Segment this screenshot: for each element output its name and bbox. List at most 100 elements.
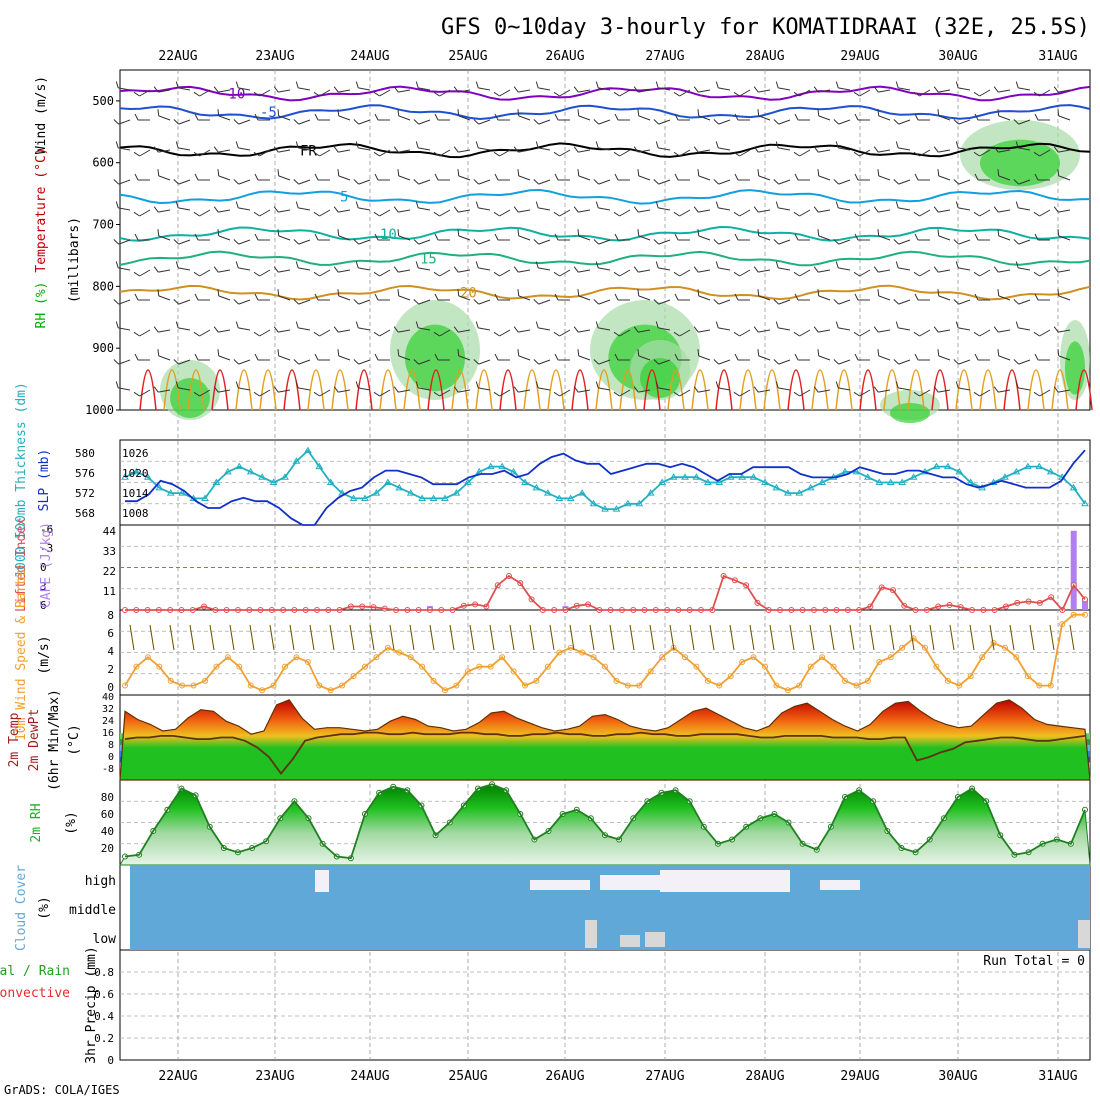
barb-shaft (398, 269, 411, 273)
barb-flag (157, 349, 160, 356)
wind-barb (715, 261, 731, 271)
barb-flag (194, 293, 199, 301)
barb-shaft (298, 207, 311, 211)
barb-shaft (598, 207, 611, 211)
wind-barb (595, 261, 611, 271)
barb-flag (734, 113, 739, 121)
barb-shaft (358, 207, 371, 211)
wind-barb (955, 261, 971, 271)
barb-flag (913, 391, 920, 397)
rh-tick: 60 (101, 808, 114, 821)
wind-barb (753, 146, 771, 153)
wind10-barb (369, 624, 375, 651)
wind-barb (217, 229, 231, 241)
barb-shaft (1058, 115, 1071, 121)
barb-shaft (499, 329, 511, 337)
barb-flag (133, 211, 140, 217)
barb-flag (413, 299, 420, 305)
barb-shaft (979, 149, 991, 157)
barb-flag (235, 381, 239, 389)
barb-flag (153, 326, 159, 333)
wind-barb (817, 289, 831, 301)
barb-flag (233, 359, 240, 365)
barb-shaft (598, 387, 611, 391)
wind-barb (895, 381, 911, 391)
wind10-barb (149, 624, 155, 651)
barb-shaft (698, 389, 711, 393)
barb-shaft (338, 329, 351, 333)
barb-shaft (338, 115, 351, 121)
barb-shaft (919, 329, 931, 337)
wind10-tick: 0 (107, 681, 114, 694)
barb-shaft (218, 175, 231, 181)
wind-barb (475, 261, 491, 271)
barb-flag (493, 91, 500, 97)
barb-shaft (218, 115, 231, 121)
temperature-contour (1075, 369, 1093, 411)
wind-barb (734, 173, 750, 181)
wind-barb (475, 141, 491, 151)
rh2m-panel (119, 781, 1091, 866)
barb-shaft (118, 87, 131, 91)
barb-shaft (218, 89, 231, 93)
thickness-tick: 568 (75, 507, 95, 520)
temperature-contour (163, 369, 181, 411)
barb-shaft (1058, 209, 1071, 213)
barb-shaft (478, 267, 491, 271)
barb-flag (854, 233, 859, 241)
barb-shaft (979, 269, 991, 277)
barb-shaft (398, 295, 411, 301)
wind-barb (873, 326, 891, 333)
barb-shaft (718, 239, 731, 245)
date-label-bottom: 26AUG (545, 1069, 584, 1084)
wind-barb (697, 349, 711, 361)
barb-flag (813, 206, 819, 213)
barb-flag (895, 201, 899, 209)
barb-flag (973, 91, 980, 97)
thickness-point (1081, 499, 1089, 507)
wind-barb (853, 89, 871, 97)
cloud-high-block (660, 870, 790, 892)
barb-shaft (619, 149, 631, 157)
wind-barb (517, 289, 531, 301)
barb-flag (433, 271, 440, 277)
barb-flag (697, 169, 700, 176)
barb-flag (715, 381, 719, 389)
barb-flag (914, 293, 919, 301)
barb-shaft (338, 389, 351, 393)
wind-barb (254, 173, 270, 181)
wind-barb (1015, 141, 1031, 151)
wind-barb (1053, 206, 1071, 213)
wind-barb (134, 233, 150, 241)
wind-barb (494, 173, 510, 181)
wind-barb (817, 229, 831, 241)
barb-shaft (938, 295, 951, 301)
wind-barb (757, 169, 771, 181)
barb-shaft (298, 239, 311, 245)
wind10-barb (589, 624, 595, 651)
barb-shaft (878, 115, 891, 121)
barb-flag (157, 109, 160, 116)
wind-barb (653, 239, 671, 245)
wind-barb (415, 81, 431, 91)
barb-flag (253, 271, 260, 277)
wind-barb (433, 329, 451, 337)
wind10-barb (729, 624, 735, 651)
barb-shaft (878, 295, 891, 301)
barb-shaft (538, 267, 551, 271)
wind-barb (133, 209, 151, 217)
barb-flag (273, 326, 279, 333)
temperature-contour (355, 369, 373, 411)
barb-shaft (938, 149, 951, 153)
barb-flag (374, 113, 379, 121)
barb-flag (873, 146, 879, 153)
barb-flag (374, 233, 379, 241)
barb-flag (253, 91, 260, 97)
barb-shaft (298, 327, 311, 331)
wind-barb (173, 359, 191, 365)
barb-flag (273, 86, 279, 93)
barb-shaft (1058, 389, 1071, 393)
barb-flag (653, 179, 660, 185)
wind-barb (817, 169, 831, 181)
